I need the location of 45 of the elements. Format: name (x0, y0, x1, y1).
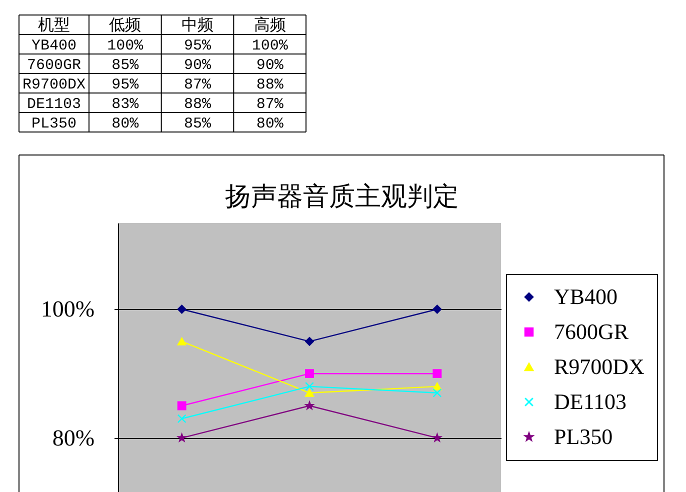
point (177, 304, 186, 314)
point (432, 304, 442, 314)
text: 100% (252, 37, 289, 54)
text: 85% (112, 56, 140, 74)
text: 95% (184, 37, 212, 54)
text: 高频 (254, 14, 286, 34)
point (305, 336, 314, 346)
point (432, 382, 442, 390)
text: 100% (107, 37, 144, 54)
point (177, 337, 186, 346)
legend-label: YB400 (554, 284, 618, 309)
point (432, 369, 442, 378)
text: 低频 (109, 14, 142, 34)
text: 机型 (38, 14, 70, 34)
text: 80% (256, 115, 284, 132)
text: 95% (112, 76, 140, 94)
point (177, 414, 186, 424)
text: 7600GR (26, 56, 82, 74)
point (432, 433, 442, 442)
text: 中频 (181, 14, 214, 34)
text: 85% (184, 115, 212, 132)
point (432, 388, 442, 398)
text: R9700DX (22, 76, 86, 94)
point (305, 388, 314, 397)
point (305, 382, 314, 391)
point (305, 369, 314, 378)
point (178, 433, 186, 442)
text: PL350 (31, 115, 77, 132)
legend-label: PL350 (554, 424, 613, 449)
text: 88% (184, 96, 212, 113)
text: 90% (184, 56, 212, 74)
text: 83% (112, 96, 140, 113)
text: YB400 (31, 37, 77, 54)
text: 88% (256, 76, 284, 94)
point (305, 401, 314, 410)
text: 87% (256, 96, 284, 113)
chart-title: 扬声器音质主观判定 (225, 182, 459, 212)
text: 90% (256, 56, 284, 74)
text: 87% (184, 76, 212, 94)
legend-label: R9700DX (554, 354, 645, 379)
legend-label: DE1103 (554, 389, 627, 414)
text: 80% (112, 115, 140, 132)
legend-label: 7600GR (554, 319, 629, 344)
point (177, 401, 186, 410)
text: DE1103 (26, 96, 82, 113)
